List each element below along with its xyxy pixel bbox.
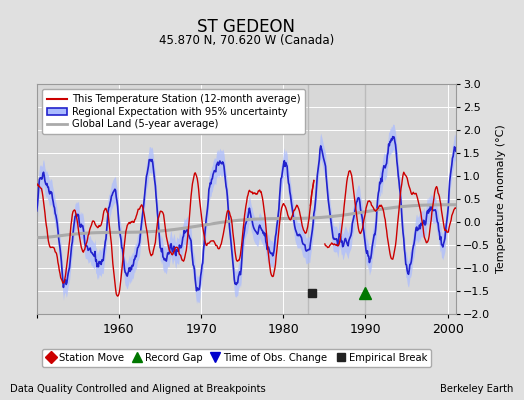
- Legend: Station Move, Record Gap, Time of Obs. Change, Empirical Break: Station Move, Record Gap, Time of Obs. C…: [42, 349, 431, 367]
- Text: Data Quality Controlled and Aligned at Breakpoints: Data Quality Controlled and Aligned at B…: [10, 384, 266, 394]
- Text: Berkeley Earth: Berkeley Earth: [440, 384, 514, 394]
- Y-axis label: Temperature Anomaly (°C): Temperature Anomaly (°C): [496, 125, 506, 273]
- Text: ST GEDEON: ST GEDEON: [197, 18, 296, 36]
- Text: 45.870 N, 70.620 W (Canada): 45.870 N, 70.620 W (Canada): [159, 34, 334, 47]
